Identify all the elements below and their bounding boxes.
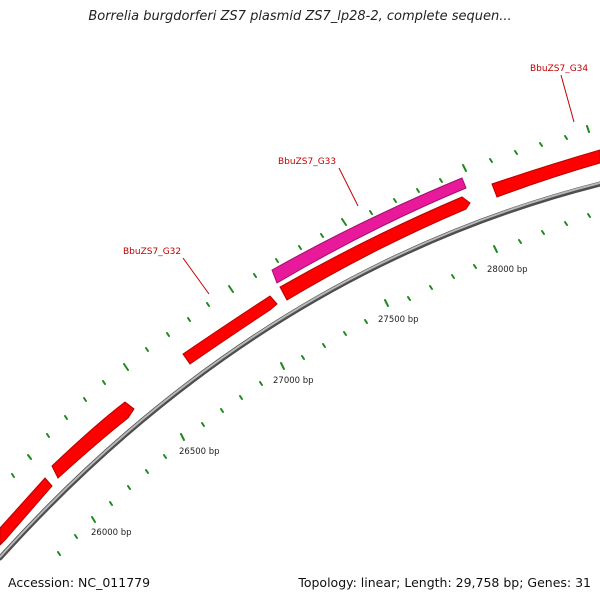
tick-marks xyxy=(11,125,590,478)
sequence-backbone xyxy=(0,181,600,561)
gene-label-g34[interactable]: BbuZS7_G34 xyxy=(530,64,588,74)
bp-label-27000: 27000 bp xyxy=(273,376,314,386)
topology-summary: Topology: linear; Length: 29,758 bp; Gen… xyxy=(298,575,591,590)
gene-feature[interactable] xyxy=(0,477,53,546)
accession-text: Accession: NC_011779 xyxy=(8,575,151,590)
bp-label-26500: 26500 bp xyxy=(179,447,220,457)
label-leaders xyxy=(182,74,575,295)
gene-feature[interactable] xyxy=(279,196,471,301)
bp-label-26000: 26000 bp xyxy=(91,528,132,538)
bp-label-27500: 27500 bp xyxy=(378,315,419,325)
gene-feature-highlighted[interactable] xyxy=(271,177,467,284)
scale-ticks xyxy=(57,213,591,556)
gene-track xyxy=(0,149,600,546)
gene-feature[interactable] xyxy=(491,149,600,198)
gene-feature[interactable] xyxy=(182,295,278,365)
bp-label-28000: 28000 bp xyxy=(487,265,528,275)
map-title: Borrelia burgdorferi ZS7 plasmid ZS7_lp2… xyxy=(88,9,512,24)
gene-feature[interactable] xyxy=(51,401,135,479)
gene-label-g32[interactable]: BbuZS7_G32 xyxy=(123,247,181,257)
gene-label-g33[interactable]: BbuZS7_G33 xyxy=(278,157,336,167)
